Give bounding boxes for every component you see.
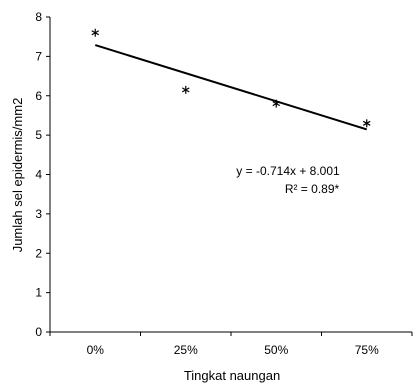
trendline xyxy=(94,44,368,131)
y-tick-label: 2 xyxy=(35,246,42,260)
r-squared-annotation: R² = 0.89* xyxy=(285,182,340,196)
x-axis-title: Tingkat naungan xyxy=(184,368,280,383)
y-tick-label: 4 xyxy=(35,168,42,182)
y-tick-label: 8 xyxy=(35,10,42,24)
y-tick-label: 0 xyxy=(35,325,42,339)
x-tick-label: 75% xyxy=(355,343,379,357)
y-tick-label: 3 xyxy=(35,207,42,221)
data-point xyxy=(91,28,100,37)
y-axis-title: Jumlah sel epidermis/mm2 xyxy=(10,98,25,253)
x-tick-label: 25% xyxy=(174,343,198,357)
y-tick-label: 7 xyxy=(35,49,42,63)
x-tick-label: 50% xyxy=(264,343,288,357)
data-point xyxy=(362,119,371,128)
y-tick-label: 1 xyxy=(35,286,42,300)
tick-labels: 0 1 2 3 4 5 6 7 8 0% 25% 50% 75% xyxy=(35,10,379,357)
equation-annotation: y = -0.714x + 8.001 xyxy=(236,164,340,178)
trendline-group xyxy=(94,44,368,131)
x-tick-label: 0% xyxy=(87,343,105,357)
data-points xyxy=(91,28,371,128)
axes xyxy=(46,16,413,336)
data-point xyxy=(272,99,281,108)
y-tick-label: 6 xyxy=(35,89,42,103)
y-tick-label: 5 xyxy=(35,128,42,142)
data-point xyxy=(181,85,190,94)
